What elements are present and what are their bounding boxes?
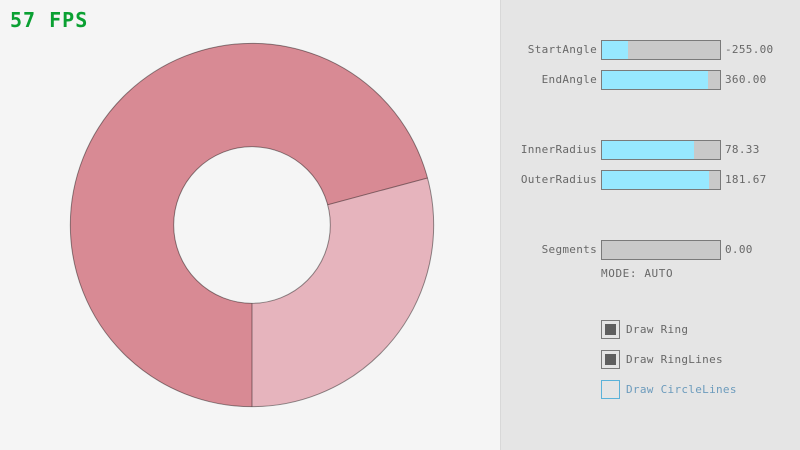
draw-ring-lines-checkbox[interactable]: [601, 350, 620, 369]
slider-row-segments: Segments 0.00: [501, 240, 800, 260]
outer-radius-label: OuterRadius: [520, 173, 597, 186]
checkbox-draw-ring-lines[interactable]: Draw RingLines: [601, 350, 800, 369]
segments-value: 0.00: [725, 243, 753, 256]
outer-radius-value: 181.67: [725, 173, 767, 186]
slider-row-inner-radius: InnerRadius 78.33: [501, 140, 800, 160]
check-mark: [605, 324, 616, 335]
slider-row-end-angle: EndAngle 360.00: [501, 70, 800, 90]
inner-radius-value: 78.33: [725, 143, 760, 156]
end-angle-value: 360.00: [725, 73, 767, 86]
inner-radius-label: InnerRadius: [520, 143, 597, 156]
start-angle-value: -255.00: [725, 43, 774, 56]
draw-ring-label: Draw Ring: [626, 323, 689, 336]
inner-radius-slider[interactable]: [601, 140, 721, 160]
check-mark: [605, 354, 616, 365]
ring-outline-lines: [69, 42, 435, 408]
checkbox-draw-ring[interactable]: Draw Ring: [601, 320, 800, 339]
slider-row-outer-radius: OuterRadius 181.67: [501, 170, 800, 190]
controls-panel: StartAngle -255.00 EndAngle 360.00 Inner…: [500, 0, 800, 450]
draw-ring-checkbox[interactable]: [601, 320, 620, 339]
fps-counter: 57 FPS: [10, 8, 89, 32]
checkbox-draw-circle-lines[interactable]: Draw CircleLines: [601, 380, 800, 399]
end-angle-slider[interactable]: [601, 70, 721, 90]
segments-mode-text: MODE: AUTO: [601, 267, 674, 280]
draw-ring-lines-label: Draw RingLines: [626, 353, 723, 366]
start-angle-slider[interactable]: [601, 40, 721, 60]
draw-circle-lines-label: Draw CircleLines: [626, 383, 737, 396]
inner-radius-slider-fill: [602, 141, 695, 159]
ring-chart: [69, 42, 435, 408]
ring-overlap-region: [70, 43, 428, 407]
draw-circle-lines-checkbox[interactable]: [601, 380, 620, 399]
segments-label: Segments: [541, 243, 597, 256]
start-angle-slider-fill: [602, 41, 628, 59]
end-angle-label: EndAngle: [541, 73, 597, 86]
slider-row-start-angle: StartAngle -255.00: [501, 40, 800, 60]
end-angle-slider-fill: [602, 71, 709, 89]
outer-radius-slider[interactable]: [601, 170, 721, 190]
outer-radius-slider-fill: [602, 171, 710, 189]
start-angle-label: StartAngle: [527, 43, 597, 56]
segments-slider[interactable]: [601, 240, 721, 260]
